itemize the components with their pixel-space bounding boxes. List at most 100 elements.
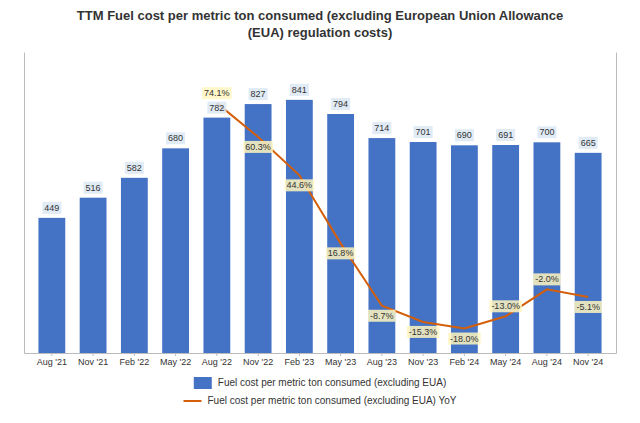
x-tick-mark xyxy=(51,353,52,356)
bar xyxy=(492,145,519,353)
data-label: 449 xyxy=(44,203,59,213)
bar xyxy=(245,104,272,353)
data-label-bg xyxy=(537,126,556,138)
chart: TTM Fuel cost per metric ton consumed (e… xyxy=(0,0,640,423)
bar xyxy=(80,198,107,353)
data-label-group: 690 xyxy=(455,129,474,141)
x-tick-mark xyxy=(588,353,589,356)
x-tick-mark xyxy=(93,353,94,356)
data-label-bg xyxy=(574,301,602,313)
data-label-bg xyxy=(455,129,474,141)
data-label: 700 xyxy=(539,127,554,137)
data-label-bg xyxy=(489,300,522,312)
x-tick-label: May '23 xyxy=(325,357,356,367)
x-axis: Aug '21Nov '21Feb '22May '22Aug '22Nov '… xyxy=(25,353,617,367)
data-label-bg xyxy=(414,126,433,138)
data-label-group: 700 xyxy=(537,126,556,138)
data-label-group: 827 xyxy=(249,88,268,100)
data-label: 841 xyxy=(292,85,307,95)
bar xyxy=(121,178,148,353)
data-label: 16.8% xyxy=(328,248,354,258)
data-label-group: 782 xyxy=(207,102,226,114)
data-label: 701 xyxy=(416,127,431,137)
x-tick-label: Aug '22 xyxy=(202,357,232,367)
legend-item: Fuel cost per metric ton consumed (exclu… xyxy=(194,377,446,389)
x-tick: May '23 xyxy=(325,353,356,367)
data-label: 44.6% xyxy=(287,180,313,190)
data-label: 691 xyxy=(498,130,513,140)
data-label: 60.3% xyxy=(245,142,271,152)
data-label-bg xyxy=(202,87,232,99)
title-line: (EUA) regulation costs) xyxy=(248,25,392,40)
data-label-group: 680 xyxy=(166,132,185,144)
data-label-group: -8.7% xyxy=(368,310,396,322)
data-label: 516 xyxy=(86,183,101,193)
x-tick-label: Nov '23 xyxy=(408,357,438,367)
legend-item: Fuel cost per metric ton consumed (exclu… xyxy=(183,395,456,406)
data-label: 827 xyxy=(251,89,266,99)
data-label-group: 516 xyxy=(84,182,103,194)
data-label-group: -13.0% xyxy=(489,300,522,312)
x-tick-mark xyxy=(505,353,506,356)
data-label-bg xyxy=(579,137,598,149)
data-label: -2.0% xyxy=(535,274,559,284)
data-label: 665 xyxy=(581,138,596,148)
x-tick-label: May '22 xyxy=(160,357,191,367)
data-label-group: 449 xyxy=(42,202,61,214)
x-tick: Feb '24 xyxy=(450,353,480,367)
title-line: TTM Fuel cost per metric ton consumed (e… xyxy=(77,8,563,23)
data-label-group: 665 xyxy=(579,137,598,149)
x-tick: Nov '24 xyxy=(573,353,603,367)
y2-axis xyxy=(616,53,617,354)
x-tick-label: May '24 xyxy=(490,357,521,367)
data-label: 680 xyxy=(168,133,183,143)
data-label-group: -18.0% xyxy=(448,333,481,345)
bar xyxy=(38,218,65,353)
legend-swatch xyxy=(194,377,212,389)
y-axis xyxy=(24,53,25,354)
data-label: -15.3% xyxy=(409,327,438,337)
x-tick: May '24 xyxy=(490,353,521,367)
plot-area xyxy=(38,100,601,353)
x-tick-mark xyxy=(381,353,382,356)
data-label-bg xyxy=(207,102,226,114)
x-tick: Aug '22 xyxy=(202,353,232,367)
bar xyxy=(203,118,230,353)
legend-swatch xyxy=(183,400,201,402)
data-label: -18.0% xyxy=(450,334,479,344)
data-label-group: 582 xyxy=(125,162,144,174)
data-label: -8.7% xyxy=(370,311,394,321)
x-tick: Feb '23 xyxy=(284,353,314,367)
x-tick: Aug '24 xyxy=(532,353,562,367)
bar xyxy=(575,153,602,353)
data-label: -13.0% xyxy=(491,301,520,311)
x-tick: Aug '21 xyxy=(37,353,67,367)
data-label-bg xyxy=(372,122,391,134)
data-label: 74.1% xyxy=(204,88,230,98)
legend-label: Fuel cost per metric ton consumed (exclu… xyxy=(218,377,446,388)
data-label-bg xyxy=(290,84,309,96)
bar xyxy=(327,114,354,353)
data-label-group: 691 xyxy=(496,129,515,141)
x-tick-mark xyxy=(546,353,547,356)
data-label-bg xyxy=(326,247,356,259)
x-axis-line xyxy=(25,353,617,354)
x-tick-mark xyxy=(423,353,424,356)
data-label-group: 714 xyxy=(372,122,391,134)
data-label: 690 xyxy=(457,130,472,140)
data-label-bg xyxy=(84,182,103,194)
data-label-group: 16.8% xyxy=(326,247,356,259)
data-label: -5.1% xyxy=(576,302,600,312)
x-tick-label: Aug '21 xyxy=(37,357,67,367)
data-label-bg xyxy=(285,179,315,191)
bar xyxy=(533,142,560,353)
data-label-group: -15.3% xyxy=(407,326,440,338)
data-label-group: -5.1% xyxy=(574,301,602,313)
data-label-group: 74.1% xyxy=(202,87,232,99)
x-tick-mark xyxy=(175,353,176,356)
data-label-group: 794 xyxy=(331,98,350,110)
x-tick-label: Nov '24 xyxy=(573,357,603,367)
x-tick-mark xyxy=(134,353,135,356)
x-tick-label: Nov '21 xyxy=(78,357,108,367)
legend: Fuel cost per metric ton consumed (exclu… xyxy=(183,377,456,406)
